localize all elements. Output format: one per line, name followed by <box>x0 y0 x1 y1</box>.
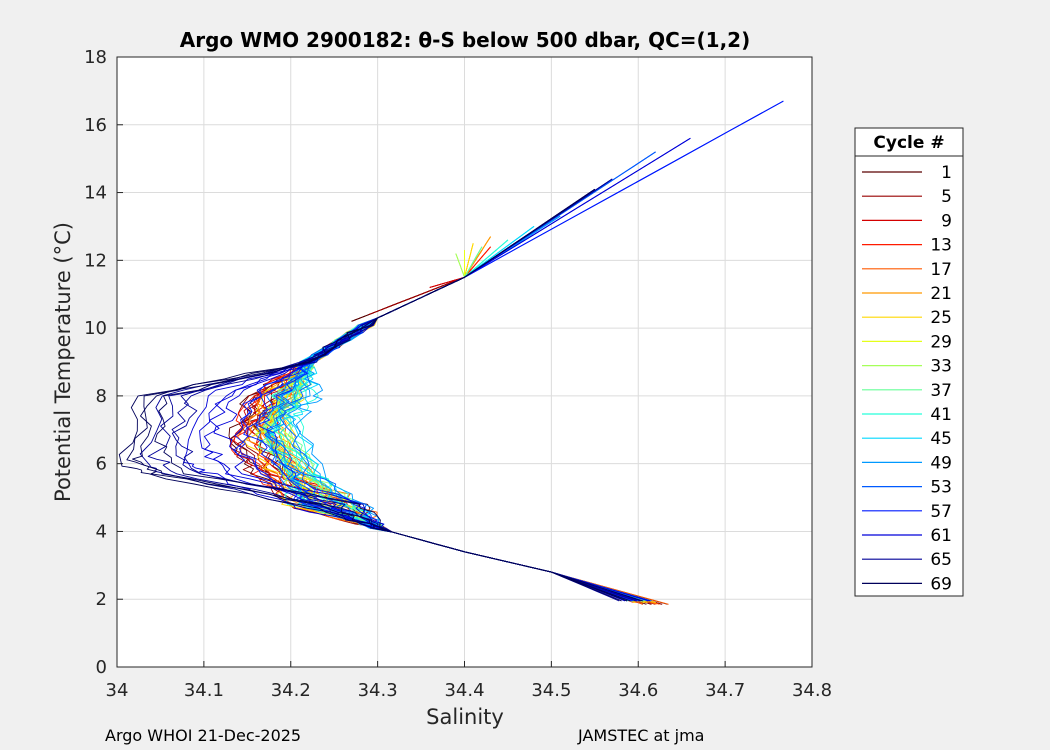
legend-entry-label: 41 <box>930 405 952 425</box>
legend-items: 1 5 9 13 17 21 25 29 33 37 41 45 49 53 57 61 65 69 <box>862 163 952 594</box>
legend-entry-label: 53 <box>930 478 952 498</box>
legend-entry-label: 13 <box>930 236 952 256</box>
legend-entry-label: 49 <box>930 453 952 473</box>
legend-entry-label: 9 <box>941 211 952 231</box>
footer-source: JAMSTEC at jma <box>578 726 705 745</box>
legend-entry-label: 25 <box>930 308 952 328</box>
legend-entry-label: 29 <box>930 332 952 352</box>
legend-entry-label: 17 <box>930 260 952 280</box>
legend-entry-label: 1 <box>941 163 952 183</box>
x-tick-label: 34.5 <box>531 680 571 701</box>
legend-entry-label: 33 <box>930 357 952 377</box>
chart-title: Argo WMO 2900182: θ-S below 500 dbar, QC… <box>180 28 750 52</box>
x-tick-label: 34 <box>106 680 129 701</box>
y-tick-label: 2 <box>96 589 107 610</box>
legend-entry-label: 21 <box>930 284 952 304</box>
x-tick-label: 34.4 <box>444 680 484 701</box>
x-tick-label: 34.2 <box>271 680 311 701</box>
y-tick-label: 12 <box>84 250 107 271</box>
footer-credit: Argo WHOI 21-Dec-2025 <box>105 726 302 745</box>
y-tick-label: 10 <box>84 318 107 339</box>
axes-box <box>116 56 813 668</box>
y-tick-label: 6 <box>96 454 107 475</box>
x-tick-label: 34.8 <box>792 680 832 701</box>
legend-title: Cycle # <box>873 133 944 153</box>
profile-line-cycle-69 <box>154 188 643 602</box>
y-tick-label: 16 <box>84 115 107 136</box>
y-tick-label: 14 <box>84 183 107 204</box>
legend-entry-label: 57 <box>930 502 952 522</box>
legend-box <box>854 127 964 597</box>
legend-entry-label: 5 <box>941 187 952 207</box>
x-tick-label: 34.7 <box>705 680 745 701</box>
x-axis-label: Salinity <box>426 705 504 729</box>
x-tick-label: 34.1 <box>184 680 224 701</box>
legend-entry-label: 65 <box>930 550 952 570</box>
legend-entry-label: 45 <box>930 429 952 449</box>
x-tick-labels: 34 34.1 34.2 34.3 34.4 34.5 34.6 34.7 34.8 <box>106 680 832 701</box>
profile-traces <box>118 100 784 605</box>
legend-entry-label: 61 <box>930 526 952 546</box>
y-tick-label: 18 <box>84 47 107 68</box>
x-tick-label: 34.6 <box>618 680 658 701</box>
y-axis-label: Potential Temperature (°C) <box>51 222 75 502</box>
y-tick-labels: 0 2 4 6 8 10 12 14 16 18 <box>84 47 107 678</box>
x-tick-label: 34.3 <box>358 680 398 701</box>
y-tick-label: 4 <box>96 521 107 542</box>
legend: Cycle # 1 5 9 13 17 21 25 29 33 37 41 45 49 53 57 61 65 6… <box>854 127 964 597</box>
legend-entry-label: 37 <box>930 381 952 401</box>
y-tick-label: 8 <box>96 386 107 407</box>
y-tick-label: 0 <box>96 657 107 678</box>
legend-entry-label: 69 <box>930 574 952 594</box>
